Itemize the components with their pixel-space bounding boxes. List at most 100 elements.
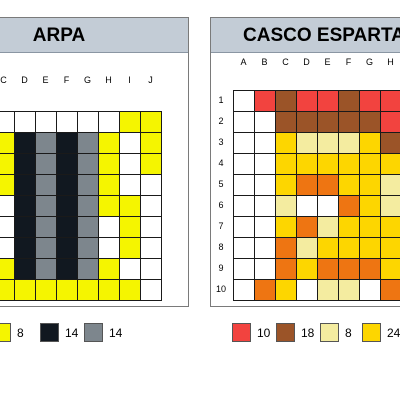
grid-cell: [0, 216, 15, 238]
grid-cell: [56, 111, 78, 133]
column-label-i: I: [128, 75, 131, 85]
grid-cell: [296, 258, 318, 280]
grid-cell: [296, 216, 318, 238]
grid-cell: [359, 132, 381, 154]
row-label-2: 2: [218, 116, 224, 126]
grid-cell: [275, 153, 297, 175]
grid-cell: [380, 111, 400, 133]
grid-cell: [119, 195, 141, 217]
grid-cell: [380, 258, 400, 280]
grid-cell: [359, 90, 381, 112]
casco-header: CASCO ESPARTANO: [211, 18, 400, 53]
row-label-8: 8: [218, 242, 224, 252]
column-label-b: B: [261, 57, 268, 67]
casco-title: CASCO ESPARTANO: [243, 25, 400, 46]
row-label-5: 5: [218, 179, 224, 189]
grid-cell: [233, 174, 255, 196]
column-label-d: D: [21, 75, 28, 85]
grid-cell: [317, 111, 339, 133]
legend-swatch: [362, 323, 381, 342]
grid-cell: [119, 153, 141, 175]
grid-cell: [317, 132, 339, 154]
grid-cell: [275, 111, 297, 133]
legend-count: 24: [387, 326, 400, 340]
grid-cell: [296, 132, 318, 154]
legend-count: 14: [109, 326, 123, 340]
grid-cell: [359, 195, 381, 217]
grid-cell: [233, 195, 255, 217]
grid-cell: [380, 279, 400, 301]
grid-cell: [119, 258, 141, 280]
grid-cell: [140, 111, 162, 133]
legend-swatch: [320, 323, 339, 342]
grid-cell: [56, 279, 78, 301]
grid-cell: [14, 174, 36, 196]
legend-swatch: [0, 323, 11, 342]
row-label-1: 1: [218, 95, 224, 105]
grid-cell: [0, 258, 15, 280]
grid-cell: [56, 132, 78, 154]
grid-cell: [56, 153, 78, 175]
grid-cell: [296, 153, 318, 175]
grid-cell: [275, 237, 297, 259]
grid-cell: [98, 237, 120, 259]
row-label-3: 3: [218, 137, 224, 147]
grid-cell: [98, 279, 120, 301]
legend-swatch: [84, 323, 103, 342]
grid-cell: [0, 237, 15, 259]
legend-count: 18: [301, 326, 315, 340]
grid-cell: [233, 237, 255, 259]
grid-cell: [275, 132, 297, 154]
grid-cell: [0, 195, 15, 217]
grid-cell: [77, 279, 99, 301]
grid-cell: [0, 174, 15, 196]
column-label-c: C: [0, 75, 7, 85]
grid-cell: [35, 216, 57, 238]
grid-cell: [35, 237, 57, 259]
legend-item: 8: [0, 323, 72, 343]
grid-cell: [56, 195, 78, 217]
grid-cell: [275, 258, 297, 280]
grid-cell: [119, 237, 141, 259]
grid-cell: [14, 258, 36, 280]
grid-cell: [254, 279, 276, 301]
grid-cell: [0, 111, 15, 133]
grid-cell: [296, 195, 318, 217]
arpa-header: ARPA: [0, 18, 188, 53]
grid-cell: [14, 195, 36, 217]
grid-cell: [14, 237, 36, 259]
grid-cell: [140, 237, 162, 259]
grid-cell: [140, 132, 162, 154]
grid-cell: [140, 258, 162, 280]
row-label-9: 9: [218, 263, 224, 273]
grid-cell: [359, 216, 381, 238]
grid-cell: [35, 153, 57, 175]
legend-item: 18: [276, 323, 356, 343]
grid-cell: [296, 237, 318, 259]
grid-cell: [359, 174, 381, 196]
grid-cell: [317, 174, 339, 196]
grid-cell: [254, 237, 276, 259]
grid-cell: [233, 153, 255, 175]
grid-cell: [338, 195, 360, 217]
column-label-e: E: [324, 57, 331, 67]
legend-item: 14: [40, 323, 120, 343]
arpa-panel: ARPA C D E F G H I J: [0, 17, 189, 307]
grid-cell: [380, 132, 400, 154]
column-label-h: H: [105, 75, 112, 85]
grid-cell: [254, 90, 276, 112]
grid-cell: [254, 258, 276, 280]
grid-cell: [254, 216, 276, 238]
grid-cell: [338, 279, 360, 301]
arpa-title: ARPA: [32, 25, 86, 46]
grid-cell: [275, 195, 297, 217]
grid-cell: [233, 132, 255, 154]
grid-cell: [380, 90, 400, 112]
grid-cell: [317, 258, 339, 280]
grid-cell: [359, 237, 381, 259]
grid-cell: [56, 237, 78, 259]
grid-cell: [35, 195, 57, 217]
column-label-e: E: [42, 75, 49, 85]
grid-cell: [14, 132, 36, 154]
grid-cell: [380, 195, 400, 217]
